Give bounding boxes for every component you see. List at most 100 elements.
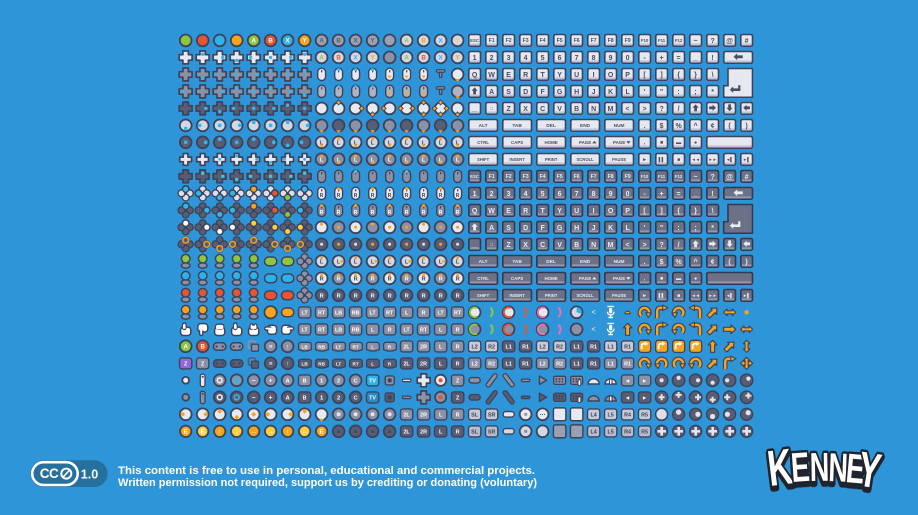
svg-text:F10: F10: [641, 38, 649, 43]
svg-text:F4: F4: [540, 38, 546, 44]
svg-text:2: 2: [490, 191, 494, 198]
svg-text:L: L: [456, 157, 460, 163]
svg-text:L: L: [337, 140, 341, 146]
svg-text:.: .: [644, 259, 646, 266]
svg-text:◄▌: ◄▌: [726, 157, 733, 163]
svg-text:SHIFT: SHIFT: [477, 157, 490, 162]
svg-text:F4: F4: [540, 174, 546, 180]
svg-text:LB: LB: [335, 327, 342, 333]
svg-text:R: R: [422, 293, 426, 299]
svg-text:R: R: [456, 327, 460, 333]
svg-text:B: B: [421, 55, 426, 62]
svg-text:L2: L2: [471, 361, 477, 367]
svg-text:L: L: [320, 140, 324, 146]
svg-text:L1: L1: [607, 361, 613, 367]
svg-text:X: X: [354, 55, 359, 62]
svg-text:Y: Y: [303, 38, 308, 45]
svg-text:►►: ►►: [708, 157, 716, 162]
svg-text:X: X: [354, 38, 359, 45]
svg-text:►: ►: [642, 378, 647, 384]
svg-text:A: A: [286, 395, 291, 401]
svg-text:L5: L5: [607, 412, 613, 418]
svg-text:L: L: [388, 259, 392, 265]
svg-text:►: ►: [642, 157, 647, 163]
svg-text:2: 2: [337, 395, 340, 401]
svg-text:ALT: ALT: [479, 123, 488, 129]
svg-text:W: W: [488, 208, 495, 215]
svg-text:HOME: HOME: [545, 276, 558, 281]
svg-text:_: _: [693, 191, 698, 198]
svg-text:HOME: HOME: [545, 140, 558, 145]
svg-text:S: S: [506, 225, 511, 232]
svg-text:]: ]: [660, 208, 662, 215]
svg-text:$: $: [660, 259, 664, 266]
svg-text:2L: 2L: [403, 429, 410, 435]
svg-text:■: ■: [660, 276, 663, 282]
svg-text:M: M: [608, 242, 614, 249]
svg-text:F10: F10: [641, 174, 649, 179]
svg-text:X: X: [523, 106, 528, 113]
svg-text:E: E: [844, 452, 866, 499]
svg-text:R2: R2: [556, 361, 563, 367]
svg-text:R: R: [456, 193, 460, 199]
svg-text:I: I: [593, 208, 595, 215]
svg-text:@: @: [726, 38, 733, 45]
svg-text:E: E: [789, 447, 811, 494]
svg-text:/: /: [678, 242, 680, 249]
svg-text:L: L: [371, 361, 374, 366]
svg-text:": ": [660, 89, 663, 96]
svg-text:F3: F3: [523, 174, 529, 180]
svg-text:R: R: [456, 429, 460, 435]
svg-text:R2: R2: [488, 344, 495, 350]
svg-text:X: X: [523, 242, 528, 249]
svg-text:F5: F5: [557, 174, 563, 180]
svg-text:Y: Y: [456, 55, 461, 62]
svg-text:R: R: [405, 293, 409, 299]
svg-text:◄: ◄: [625, 378, 630, 384]
svg-text:R: R: [439, 210, 443, 216]
svg-text:L: L: [405, 310, 409, 316]
svg-text:LT: LT: [336, 344, 341, 349]
svg-text:E: E: [183, 429, 188, 436]
svg-text:TAB: TAB: [512, 259, 522, 265]
svg-text:R1: R1: [522, 361, 529, 367]
svg-text:●: ●: [694, 140, 697, 146]
svg-text:R5: R5: [641, 429, 648, 435]
svg-text:INSERT: INSERT: [509, 157, 525, 162]
svg-text:L: L: [405, 140, 409, 146]
svg-text:U: U: [574, 208, 579, 215]
svg-text:R: R: [422, 193, 426, 199]
svg-text:N: N: [591, 106, 596, 113]
svg-text:¢: ¢: [711, 123, 715, 130]
svg-text:C: C: [540, 106, 545, 113]
svg-text:R: R: [388, 293, 392, 299]
svg-text:N: N: [809, 448, 829, 493]
svg-text:PRINT: PRINT: [545, 157, 558, 162]
svg-text:R1: R1: [624, 361, 631, 367]
svg-text:A: A: [251, 38, 256, 45]
svg-text:K: K: [608, 89, 613, 96]
svg-text:_: _: [472, 106, 477, 113]
svg-text:C: C: [354, 395, 359, 401]
svg-text:L1: L1: [573, 361, 579, 367]
svg-text:R: R: [320, 276, 324, 282]
svg-text:C: C: [354, 378, 359, 384]
svg-text:SL: SL: [471, 412, 479, 418]
svg-text:◄◄: ◄◄: [691, 293, 699, 298]
svg-text:_: _: [472, 242, 477, 249]
svg-text:;: ;: [694, 225, 696, 232]
svg-text:^: ^: [694, 122, 698, 130]
svg-text:F: F: [540, 89, 545, 96]
svg-text:[: [: [643, 72, 646, 79]
svg-text:NUM: NUM: [614, 123, 625, 129]
svg-text:5: 5: [541, 55, 545, 62]
svg-text:F2: F2: [506, 174, 512, 180]
svg-text:*: *: [711, 89, 714, 96]
svg-text:L: L: [388, 140, 392, 146]
svg-text:Y: Y: [557, 208, 562, 215]
svg-text:L: L: [439, 412, 443, 418]
svg-text:PAUSE: PAUSE: [612, 157, 626, 162]
svg-text:F6: F6: [574, 38, 580, 44]
svg-text:N: N: [809, 452, 829, 497]
svg-text:<: <: [592, 327, 596, 334]
